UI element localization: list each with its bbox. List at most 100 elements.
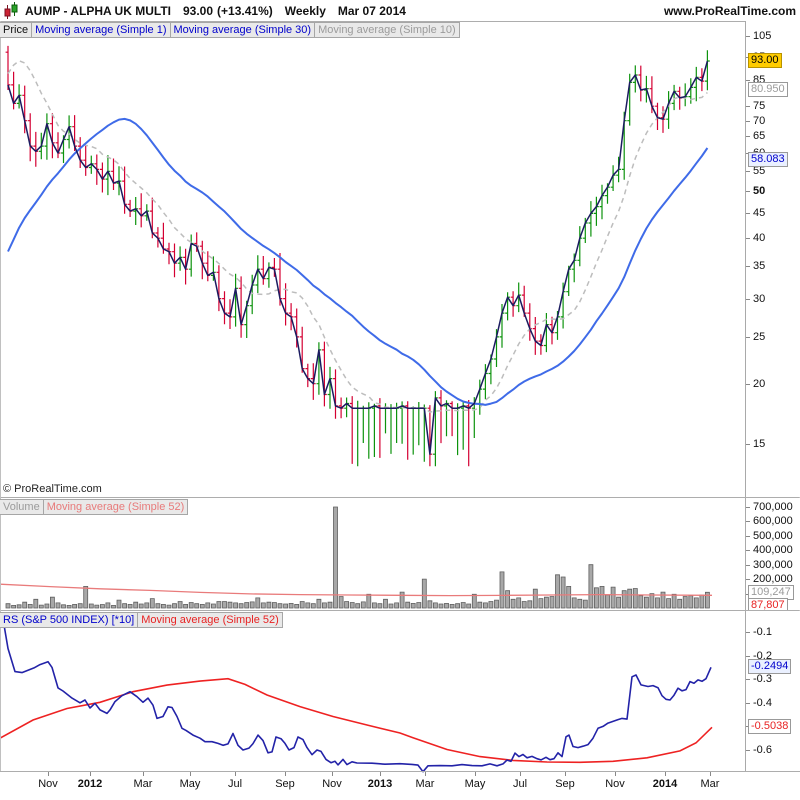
- volume-tick-label: 400,000: [753, 544, 793, 557]
- time-tick-label: Sep: [275, 778, 295, 790]
- volume-indicator-row: Volume Moving average (Simple 52): [0, 499, 189, 515]
- time-tickmark: [665, 772, 666, 776]
- ma30-value-badge: 58.083: [748, 151, 788, 167]
- price-tickmark: [746, 120, 750, 122]
- price-tick-label: 15: [753, 438, 766, 451]
- time-tickmark: [380, 772, 381, 776]
- time-tick-label: Nov: [605, 778, 625, 790]
- copyright-text: © ProRealTime.com: [3, 483, 102, 495]
- price-tick-label: 35: [753, 260, 766, 273]
- time-tickmark: [332, 772, 333, 776]
- rs-axis[interactable]: -0.2494 -0.5038 -0.1-0.2-0.3-0.4-0.5-0.6: [745, 611, 800, 771]
- rs-ma52-label[interactable]: Moving average (Simple 52): [137, 612, 283, 628]
- bear-bars: [5, 45, 705, 467]
- volume-tick-label: 600,000: [753, 515, 793, 528]
- time-tickmark: [615, 772, 616, 776]
- last-price: 93.00: [183, 3, 214, 18]
- header-bar: AUMP - ALPHA UK MULTI 93.00 (+13.41%) We…: [0, 0, 800, 21]
- time-tick-label: May: [464, 778, 486, 790]
- price-tick-label: 55: [753, 165, 766, 178]
- ma-simple-10-label[interactable]: Moving average (Simple 10): [314, 22, 460, 38]
- price-indicator-row: Price Moving average (Simple 1) Moving a…: [0, 22, 460, 38]
- price-tick-label: 25: [753, 330, 766, 343]
- price-tickmark: [746, 106, 750, 108]
- price-tick-label: 75: [753, 100, 766, 113]
- close-line: [7, 60, 709, 455]
- price-tick-label: 70: [753, 114, 766, 127]
- time-tick-label: 2013: [367, 778, 393, 790]
- volume-tickmark: [746, 564, 750, 566]
- instrument-title: AUMP - ALPHA UK MULTI: [25, 3, 171, 18]
- time-tick-label: Nov: [38, 778, 58, 790]
- time-tickmark: [90, 772, 91, 776]
- rs-tickmark: [746, 655, 750, 657]
- rs-tickmark: [746, 632, 750, 633]
- time-tick-label: Mar: [700, 778, 720, 790]
- volume-tickmark: [746, 550, 750, 552]
- price-tick-label: 20: [753, 377, 766, 390]
- price-tick-label: 45: [753, 207, 766, 220]
- price-label[interactable]: Price: [0, 22, 33, 38]
- session-date: Mar 07 2014: [337, 3, 406, 18]
- ma10-value-badge: 80.950: [748, 82, 788, 98]
- bull-bars: [16, 50, 710, 467]
- volume-ma-line: [0, 583, 713, 597]
- time-tickmark: [48, 772, 49, 776]
- time-tickmark: [235, 772, 236, 776]
- time-tickmark: [710, 772, 711, 776]
- time-axis[interactable]: Nov 2012 Mar May Jul Sep Nov 2013 Mar May Jul Sep No…: [0, 771, 800, 800]
- volume-tickmark: [746, 579, 750, 581]
- volume-label[interactable]: Volume: [0, 499, 44, 515]
- price-tickmark: [746, 383, 750, 385]
- price-tick-label: 40: [753, 232, 766, 245]
- last-price-badge: 93.00: [748, 53, 782, 68]
- rs-tick-label: -0.6: [753, 744, 772, 756]
- header-divider: [0, 21, 800, 22]
- price-tick-label: 65: [753, 130, 766, 143]
- time-tickmark: [475, 772, 476, 776]
- rs-tickmark: [746, 702, 750, 704]
- candlestick-logo-icon: [4, 2, 18, 19]
- left-border: [0, 21, 1, 771]
- time-tick-label: 2014: [652, 778, 678, 790]
- time-tick-label: Jul: [227, 778, 243, 790]
- price-tickmark: [746, 444, 750, 446]
- price-tickmark: [746, 266, 750, 268]
- prorealtime-link[interactable]: www.ProRealTime.com: [663, 3, 796, 18]
- time-tick-label: May: [179, 778, 201, 790]
- time-tickmark: [190, 772, 191, 776]
- volume-bars: [5, 506, 710, 609]
- time-tick-label: Mar: [133, 778, 153, 790]
- volume-tick-label: 200,000: [753, 573, 793, 586]
- price-tickmark: [746, 171, 750, 173]
- price-tickmark: [746, 213, 750, 215]
- ma-simple-1-label[interactable]: Moving average (Simple 1): [31, 22, 171, 38]
- time-tick-label: 2012: [77, 778, 103, 790]
- rs-label[interactable]: RS (S&P 500 INDEX) [*10]: [0, 612, 139, 628]
- price-tick-label: 105: [753, 29, 772, 42]
- volume-tickmark: [746, 535, 750, 537]
- rs-indicator-row: RS (S&P 500 INDEX) [*10] Moving average …: [0, 612, 283, 628]
- time-tickmark: [565, 772, 566, 776]
- volume-rs-divider: [0, 610, 800, 611]
- volume-tickmark: [746, 521, 750, 523]
- volume-tick-label: 700,000: [753, 500, 793, 513]
- rs-ma-line: [0, 677, 713, 764]
- volume-tick-label: 300,000: [753, 558, 793, 571]
- rs-tickmark: [746, 679, 750, 681]
- time-tickmark: [425, 772, 426, 776]
- price-tick-label: 50: [753, 185, 766, 198]
- price-axis[interactable]: 93.00 80.950 58.083 10595857570656055504…: [745, 21, 800, 497]
- rs-tick-label: -0.2: [753, 649, 772, 662]
- rs-tickmark: [746, 750, 750, 751]
- time-tick-label: Sep: [555, 778, 575, 790]
- price-tickmark: [746, 136, 750, 138]
- price-tickmark: [746, 191, 750, 193]
- volume-axis[interactable]: 109,247 87,807 700,000 600,000 500,000 400,…: [745, 498, 800, 610]
- price-tickmark: [746, 298, 750, 300]
- ma10-line: [7, 59, 708, 413]
- ma-simple-30-label[interactable]: Moving average (Simple 30): [169, 22, 316, 38]
- volume-ma52-label[interactable]: Moving average (Simple 52): [42, 499, 189, 515]
